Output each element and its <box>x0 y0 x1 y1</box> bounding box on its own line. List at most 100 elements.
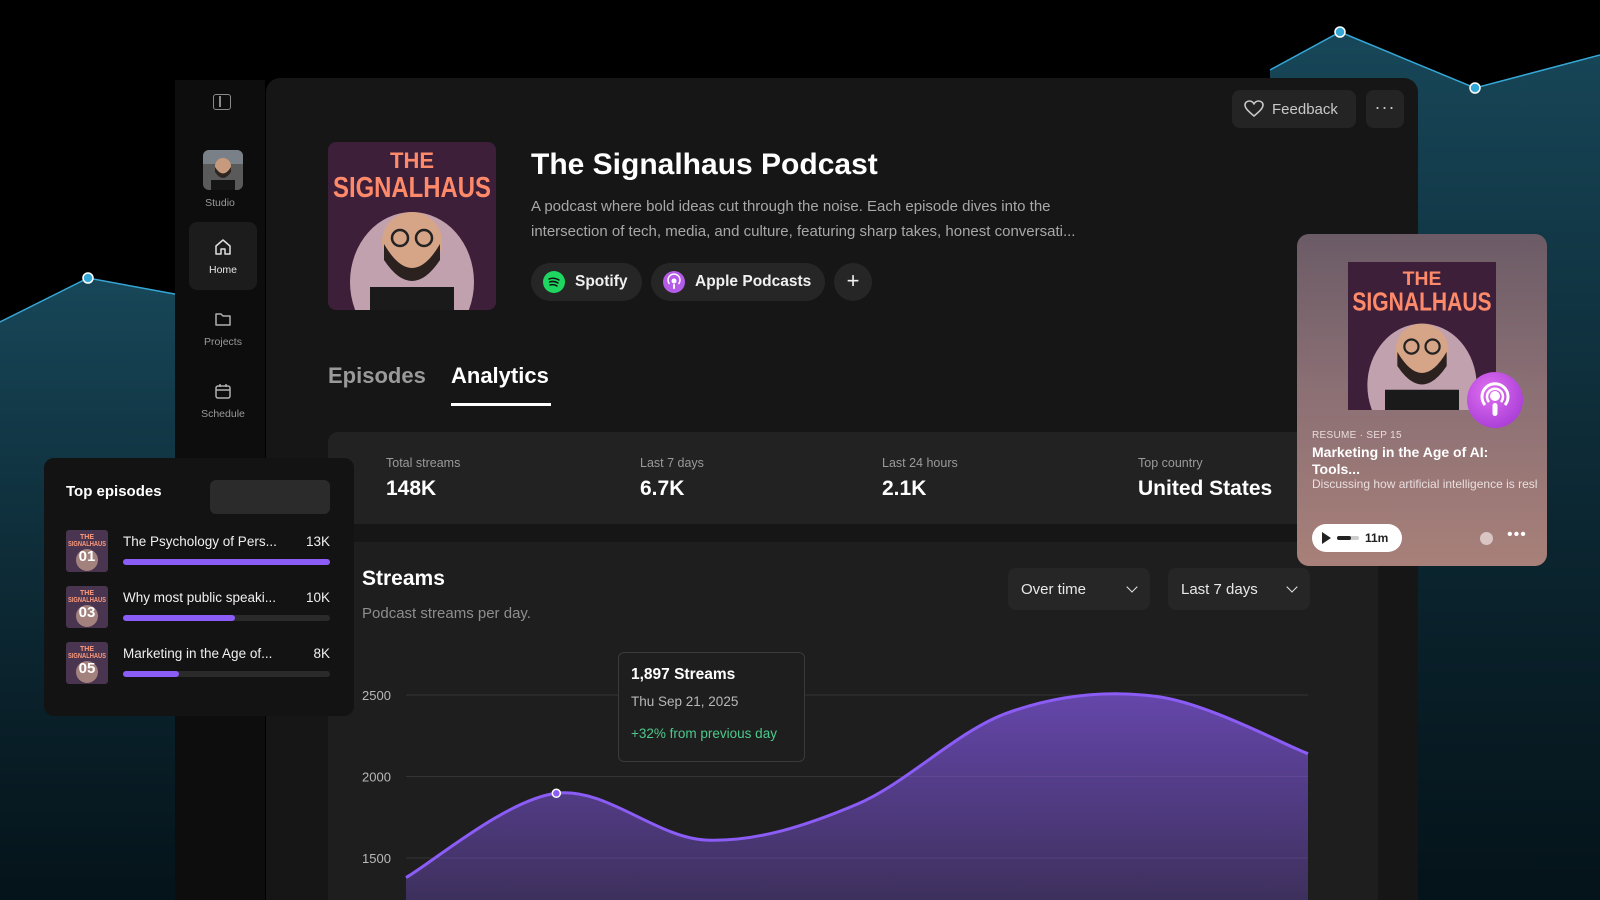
stat-value: United States <box>1138 477 1273 500</box>
tooltip-change: +32% from previous day <box>631 726 777 741</box>
cover-title-line2: SIGNALHAUS <box>68 653 106 660</box>
cover-title-line2: SIGNALHAUS <box>68 541 106 548</box>
view-mode-value: Over time <box>1021 580 1087 598</box>
more-options-icon[interactable]: ••• <box>1507 526 1527 543</box>
episode-rank: 01 <box>79 548 96 565</box>
main-panel: Feedback ··· THE SIGNALHAUS The Signalha… <box>266 78 1418 900</box>
top-episodes-title: Top episodes <box>66 483 162 500</box>
sidebar-item-schedule[interactable]: Schedule <box>189 366 257 434</box>
play-icon <box>1322 532 1331 544</box>
spotify-link[interactable]: Spotify <box>531 263 642 301</box>
play-button[interactable]: 11m <box>1312 524 1402 552</box>
heart-icon <box>1244 100 1264 118</box>
sidebar-toggle-icon[interactable] <box>213 94 231 110</box>
chart-data-point[interactable] <box>1305 751 1311 757</box>
streams-subtitle: Podcast streams per day. <box>362 605 531 622</box>
studio-label: Studio <box>205 197 235 209</box>
folder-icon <box>215 313 231 326</box>
tooltip-date: Thu Sep 21, 2025 <box>631 694 739 709</box>
stat-last-7-days: Last 7 days 6.7K <box>640 456 704 501</box>
add-platform-button[interactable]: + <box>834 263 872 301</box>
sidebar-item-label: Home <box>208 264 237 276</box>
bg-chart-point <box>1334 26 1346 38</box>
episode-share-fill <box>123 559 330 565</box>
episode-title: Marketing in the Age of... <box>123 646 273 661</box>
streams-title: Streams <box>362 567 445 590</box>
stat-total-streams: Total streams 148K <box>386 456 460 501</box>
episode-streams: 10K <box>305 590 330 605</box>
episode-thumbnail: THE SIGNALHAUS 05 <box>66 642 108 684</box>
top-episodes-card: Top episodes THE SIGNALHAUS 01 The Psycholo… <box>44 458 354 716</box>
chart-data-point[interactable] <box>854 801 860 807</box>
cover-title-line1: THE <box>80 646 94 653</box>
chart-data-point[interactable] <box>704 837 710 843</box>
now-playing-title: Marketing in the Age of AI: Tools... <box>1312 444 1489 477</box>
progress-bar <box>1337 536 1359 540</box>
y-axis-tick-label: 1500 <box>362 851 391 866</box>
podcast-description: A podcast where bold ideas cut through t… <box>531 198 1076 240</box>
stat-value: 2.1K <box>882 477 927 500</box>
chart-tooltip: 1,897 Streams Thu Sep 21, 2025 +32% from… <box>618 652 805 762</box>
list-item[interactable]: THE SIGNALHAUS 01 The Psychology of Pers...… <box>66 530 330 574</box>
feedback-button[interactable]: Feedback <box>1232 90 1356 128</box>
stat-value: 6.7K <box>640 477 685 500</box>
cover-title-line1: THE <box>80 590 94 597</box>
chevron-down-icon <box>1126 581 1138 593</box>
bg-chart-point <box>1469 82 1481 94</box>
y-axis-tick-label: 2000 <box>362 770 391 785</box>
episode-share-bar <box>123 559 330 565</box>
episode-streams: 8K <box>313 646 330 661</box>
chart-data-point[interactable] <box>403 875 409 881</box>
spotify-label: Spotify <box>575 273 628 290</box>
list-item[interactable]: THE SIGNALHAUS 03 Why most public speaki...… <box>66 586 330 630</box>
list-item[interactable]: THE SIGNALHAUS 05 Marketing in the Age of..… <box>66 642 330 686</box>
chart-data-point[interactable] <box>1155 694 1161 700</box>
top-episodes-filter[interactable] <box>210 480 330 514</box>
now-playing-description: Discussing how artificial intelligence i… <box>1312 477 1537 491</box>
episode-thumbnail: THE SIGNALHAUS 03 <box>66 586 108 628</box>
studio-avatar[interactable] <box>203 150 243 190</box>
more-options-button[interactable]: ··· <box>1366 90 1404 128</box>
episode-title: Why most public speaki... <box>123 590 277 605</box>
episode-share-bar <box>123 615 330 621</box>
episode-streams: 13K <box>305 534 330 549</box>
stat-label: Last 7 days <box>640 456 704 470</box>
episode-rank: 03 <box>79 604 96 621</box>
chart-data-point[interactable] <box>1004 710 1010 716</box>
chart-data-point[interactable] <box>551 788 562 799</box>
cover-title-line1: THE <box>80 534 94 541</box>
sidebar-item-home[interactable]: Home <box>189 222 257 290</box>
tooltip-title: 1,897 Streams <box>631 666 736 683</box>
episode-share-fill <box>123 615 235 621</box>
stats-summary: Total streams 148K Last 7 days 6.7K Last… <box>328 432 1378 524</box>
streams-chart: 2500 2000 1500 <box>362 688 1311 900</box>
cover-title-line1: THE <box>390 148 434 173</box>
view-mode-select[interactable]: Over time <box>1008 568 1150 610</box>
chevron-down-icon <box>1286 581 1298 593</box>
date-range-select[interactable]: Last 7 days <box>1168 568 1310 610</box>
streams-area <box>406 693 1308 900</box>
episode-share-bar <box>123 671 330 677</box>
time-remaining: 11m <box>1365 531 1389 545</box>
download-icon[interactable] <box>1480 532 1493 545</box>
stat-label: Top country <box>1138 456 1203 470</box>
episode-rank: 05 <box>79 660 96 677</box>
streams-chart-card: 2500 2000 1500 Streams Podcast streams per… <box>328 542 1378 900</box>
bg-chart-point <box>82 272 94 284</box>
sidebar-item-projects[interactable]: Projects <box>189 294 257 362</box>
episode-thumbnail: THE SIGNALHAUS 01 <box>66 530 108 572</box>
episode-share-fill <box>123 671 179 677</box>
apple-podcasts-link[interactable]: Apple Podcasts <box>651 263 826 301</box>
spotify-icon <box>543 271 565 293</box>
cover-title-line2: SIGNALHAUS <box>1352 288 1491 316</box>
cover-title-line2: SIGNALHAUS <box>68 597 106 604</box>
apple-podcasts-label: Apple Podcasts <box>695 273 812 290</box>
active-tab-indicator <box>451 403 551 406</box>
podcast-title: The Signalhaus Podcast <box>531 148 878 181</box>
tab-analytics[interactable]: Analytics <box>451 363 549 388</box>
tab-episodes[interactable]: Episodes <box>328 363 426 388</box>
now-playing-card[interactable]: THE SIGNALHAUS RESUME · SEP 15 Marketing… <box>1297 234 1547 566</box>
y-axis-tick-label: 2500 <box>362 688 391 703</box>
calendar-icon <box>215 384 231 399</box>
sidebar-item-label: Projects <box>204 336 242 348</box>
